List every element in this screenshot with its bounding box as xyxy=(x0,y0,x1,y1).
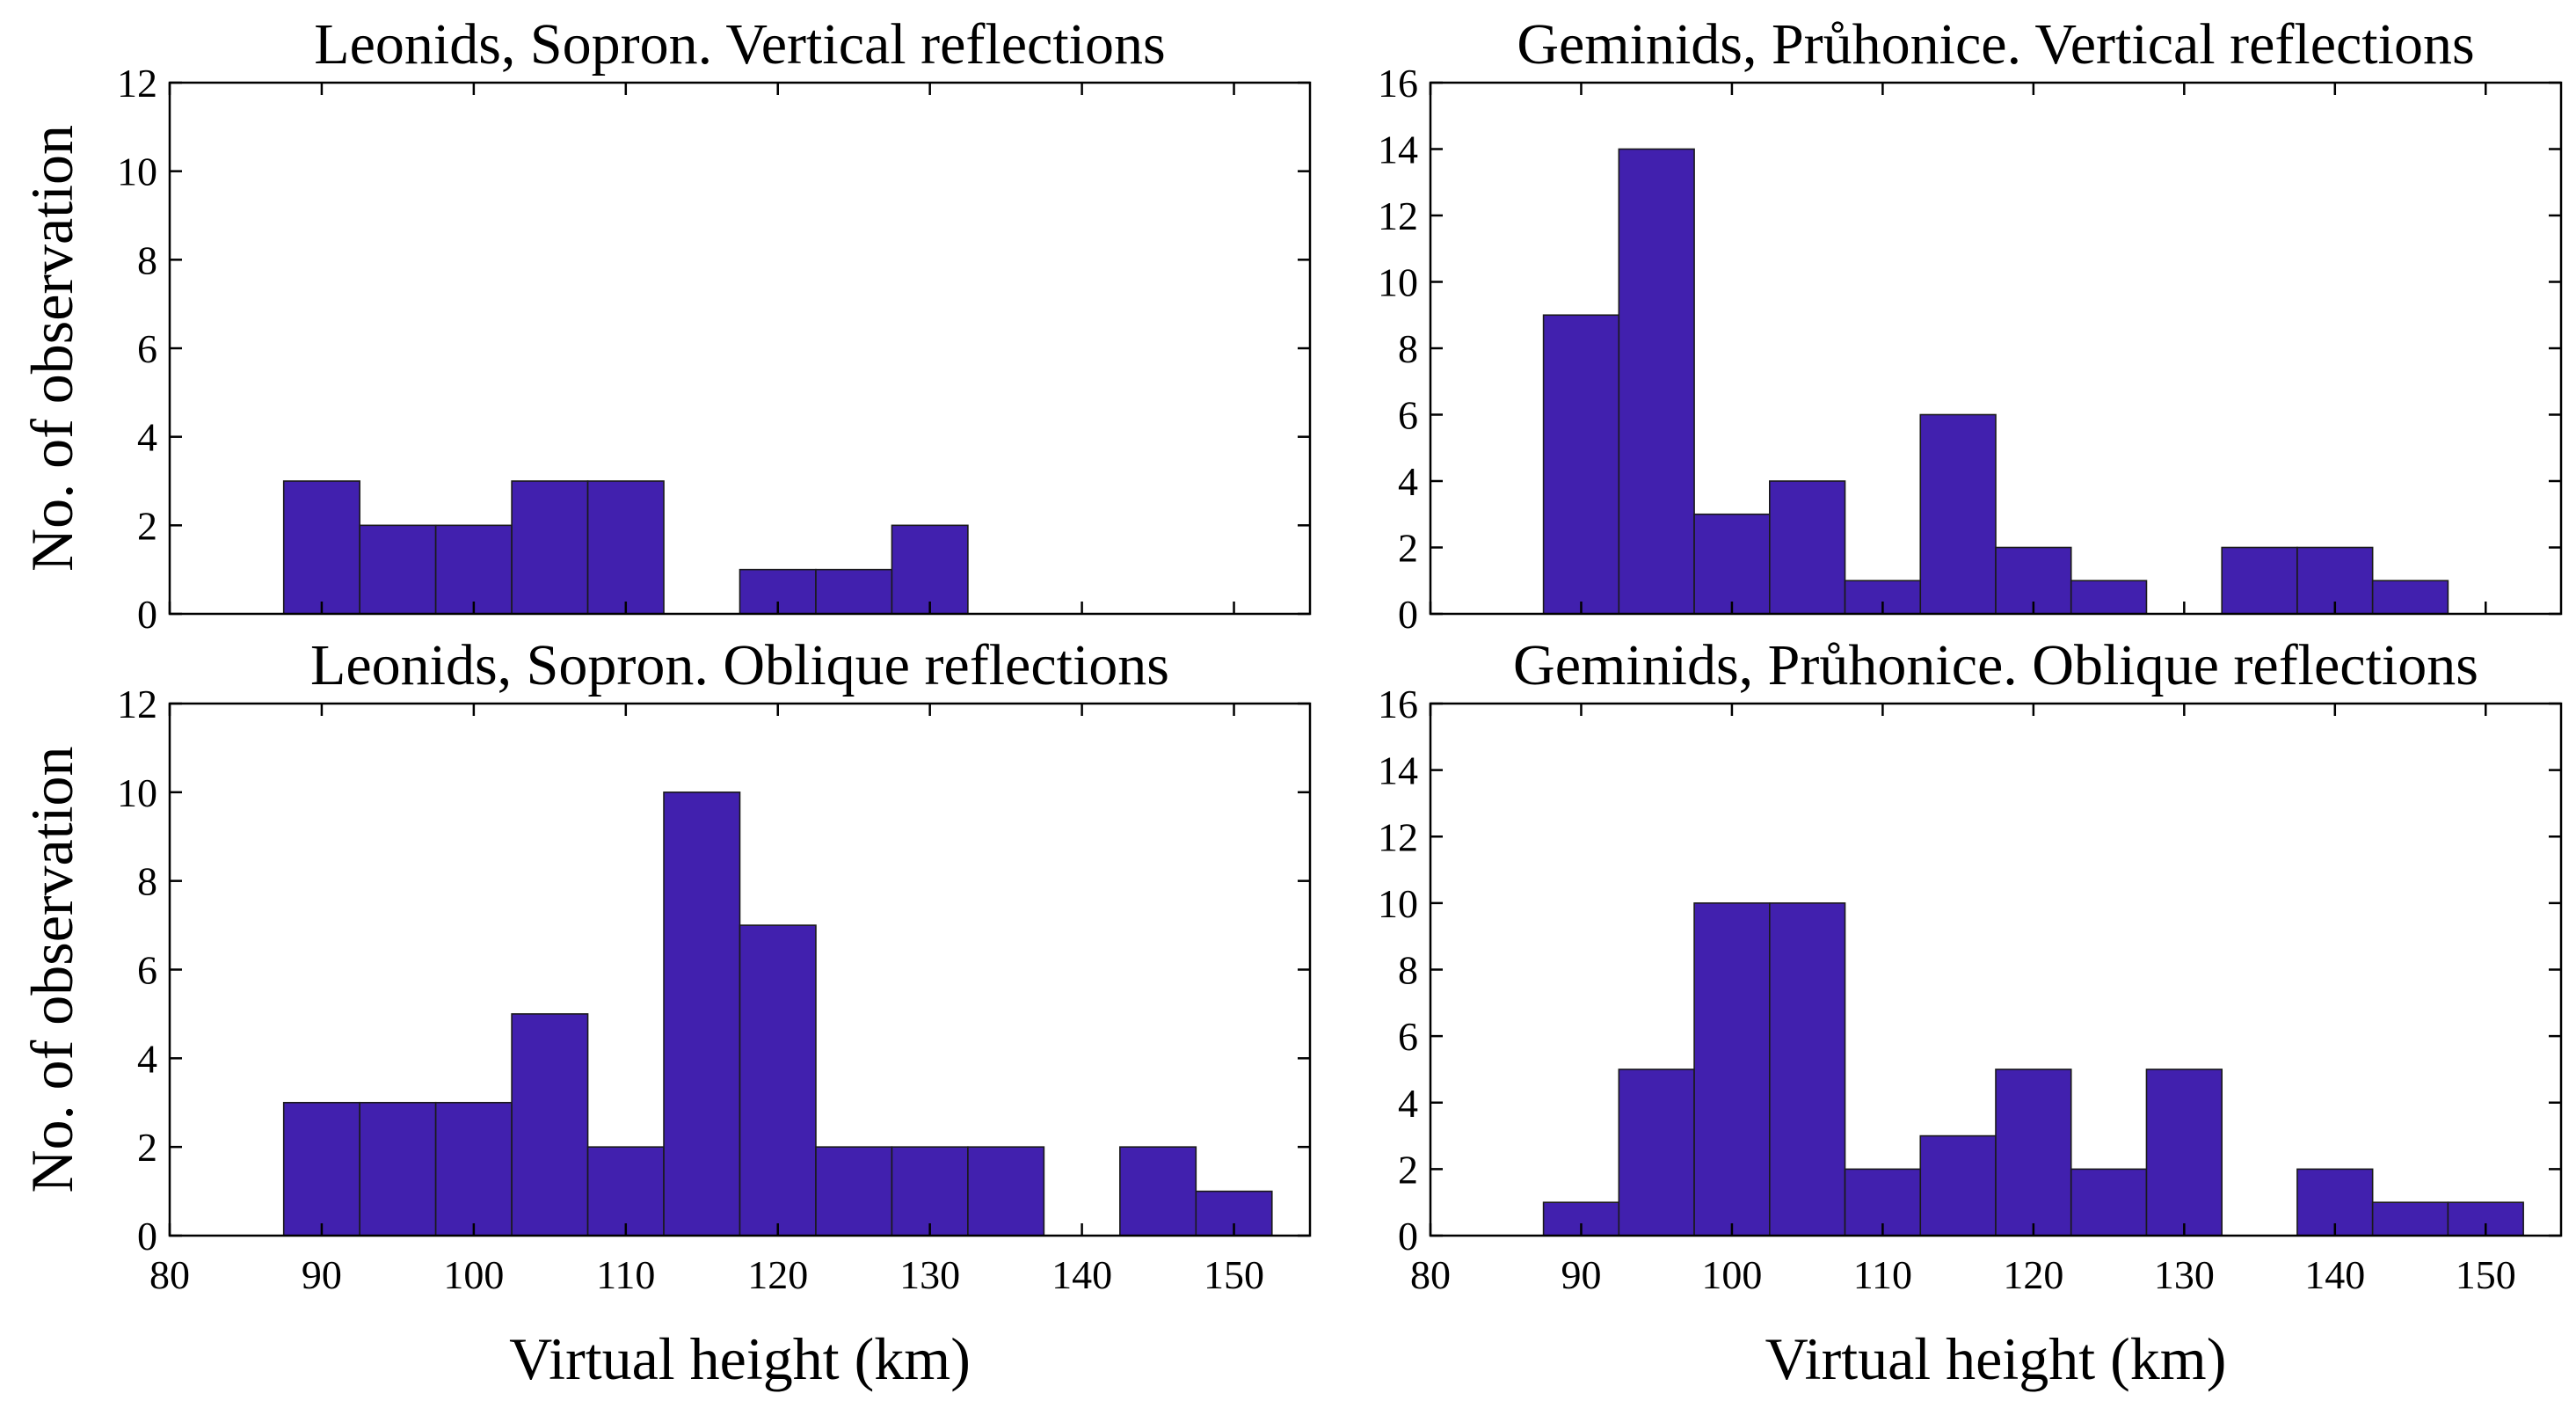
x-tick-label: 130 xyxy=(2154,1252,2215,1297)
bar-100 xyxy=(1693,513,1771,615)
y-axis-label: No. of observation xyxy=(18,125,85,572)
bar-100 xyxy=(434,1101,513,1237)
x-tick-label: 100 xyxy=(1701,1252,1762,1297)
x-axis-label: Virtual height (km) xyxy=(509,1325,971,1392)
y-axis-label: No. of observation xyxy=(18,746,85,1193)
y-tick-label: 12 xyxy=(1378,814,1418,859)
y-tick-label: 0 xyxy=(1398,1214,1418,1258)
bar-135 xyxy=(2221,546,2298,615)
y-tick-label: 4 xyxy=(137,415,157,460)
x-tick-label: 150 xyxy=(2456,1252,2516,1297)
y-tick-label: 0 xyxy=(137,592,157,637)
y-tick-label: 8 xyxy=(1398,948,1418,993)
y-tick-label: 4 xyxy=(137,1036,157,1081)
bar-95 xyxy=(359,1101,437,1237)
bar-90 xyxy=(282,480,360,615)
y-tick-label: 16 xyxy=(1378,682,1418,726)
x-tick-label: 120 xyxy=(747,1252,808,1297)
x-tick-label: 120 xyxy=(2003,1252,2063,1297)
bar-105 xyxy=(1769,480,1846,615)
x-axis-label: Virtual height (km) xyxy=(1765,1325,2227,1392)
bar-145 xyxy=(2371,1201,2449,1237)
bar-105 xyxy=(1769,902,1846,1237)
bar-125 xyxy=(815,1146,893,1237)
chart-geminids-oblique: 0 2 4 6 8 10 12 14 16 80 90 100 110 120 130 140 150 Gemin… xyxy=(1378,633,2563,1392)
y-tick-label: 2 xyxy=(1398,526,1418,571)
y-tick-label: 10 xyxy=(117,770,157,815)
bar-130 xyxy=(2145,1069,2223,1237)
bar-115 xyxy=(1919,413,1997,615)
y-tick-label: 6 xyxy=(1398,1014,1418,1059)
bar-145 xyxy=(1119,1146,1197,1237)
bar-100 xyxy=(1693,902,1771,1237)
y-tick-label: 6 xyxy=(137,948,157,993)
bar-110 xyxy=(586,480,665,615)
chart-leonids-oblique: 0 2 4 6 8 10 12 80 90 100 110 120 130 140 150 Leonids, … xyxy=(18,633,1312,1392)
y-tick-label: 4 xyxy=(1398,1081,1418,1126)
x-tick-label: 140 xyxy=(1052,1252,1112,1297)
x-tick-label: 80 xyxy=(1410,1252,1451,1297)
bar-130 xyxy=(891,1146,969,1237)
x-tick-label: 150 xyxy=(1204,1252,1264,1297)
chart-title: Leonids, Sopron. Oblique reflections xyxy=(310,633,1169,697)
bar-110 xyxy=(586,1146,665,1237)
chart-leonids-vertical: 0 2 4 6 8 10 12 Leonids, Sopron. Vertical refle… xyxy=(18,12,1312,637)
bar-90 xyxy=(282,1101,360,1237)
bar-130 xyxy=(891,524,969,615)
x-tick-label: 90 xyxy=(1561,1252,1601,1297)
y-tick-label: 10 xyxy=(117,150,157,194)
bar-100 xyxy=(434,524,513,615)
bar-115 xyxy=(663,792,741,1237)
y-tick-label: 4 xyxy=(1398,459,1418,504)
x-tick-label: 100 xyxy=(443,1252,504,1297)
y-tick-label: 8 xyxy=(1398,326,1418,371)
chart-geminids-vertical: 0 2 4 6 8 10 12 14 16 Geminids, Průhonice. Vertic… xyxy=(1378,12,2563,637)
x-tick-label: 140 xyxy=(2304,1252,2365,1297)
y-tick-label: 14 xyxy=(1378,748,1418,793)
y-tick-label: 6 xyxy=(137,326,157,371)
y-tick-label: 12 xyxy=(117,61,157,106)
y-tick-label: 10 xyxy=(1378,881,1418,926)
bar-125 xyxy=(815,568,893,615)
bar-90 xyxy=(1542,314,1620,615)
bar-105 xyxy=(511,1013,589,1237)
bar-125 xyxy=(2070,1168,2148,1237)
y-tick-label: 10 xyxy=(1378,260,1418,305)
y-tick-label: 2 xyxy=(137,503,157,548)
bar-115 xyxy=(1919,1134,1997,1237)
x-tick-label: 130 xyxy=(899,1252,960,1297)
y-tick-label: 6 xyxy=(1398,393,1418,438)
bar-95 xyxy=(1618,148,1695,615)
bar-135 xyxy=(967,1146,1045,1237)
chart-title: Geminids, Průhonice. Oblique reflections xyxy=(1513,633,2478,697)
bars xyxy=(1542,902,2524,1237)
chart-title: Leonids, Sopron. Vertical reflections xyxy=(314,12,1165,77)
y-tick-label: 2 xyxy=(137,1125,157,1170)
x-tick-label: 110 xyxy=(1853,1252,1912,1297)
bar-95 xyxy=(1618,1069,1695,1237)
bar-120 xyxy=(1995,1069,2072,1237)
y-tick-label: 16 xyxy=(1378,61,1418,106)
y-tick-label: 12 xyxy=(1378,193,1418,238)
bars xyxy=(282,480,969,615)
x-tick-label: 90 xyxy=(302,1252,342,1297)
bar-120 xyxy=(739,924,817,1237)
y-tick-label: 14 xyxy=(1378,128,1418,172)
y-tick-label: 2 xyxy=(1398,1147,1418,1192)
bar-145 xyxy=(2371,580,2449,615)
chart-title: Geminids, Průhonice. Vertical reflection… xyxy=(1517,12,2474,77)
x-tick-label: 80 xyxy=(149,1252,190,1297)
y-tick-label: 0 xyxy=(1398,592,1418,637)
x-tick-label: 110 xyxy=(596,1252,655,1297)
bars xyxy=(1542,148,2449,615)
bar-125 xyxy=(2070,580,2148,615)
bar-95 xyxy=(359,524,437,615)
y-tick-label: 0 xyxy=(137,1214,157,1258)
bars xyxy=(282,792,1273,1237)
y-tick-label: 8 xyxy=(137,859,157,904)
bar-105 xyxy=(511,480,589,615)
y-tick-label: 8 xyxy=(137,237,157,282)
y-tick-label: 12 xyxy=(117,682,157,726)
